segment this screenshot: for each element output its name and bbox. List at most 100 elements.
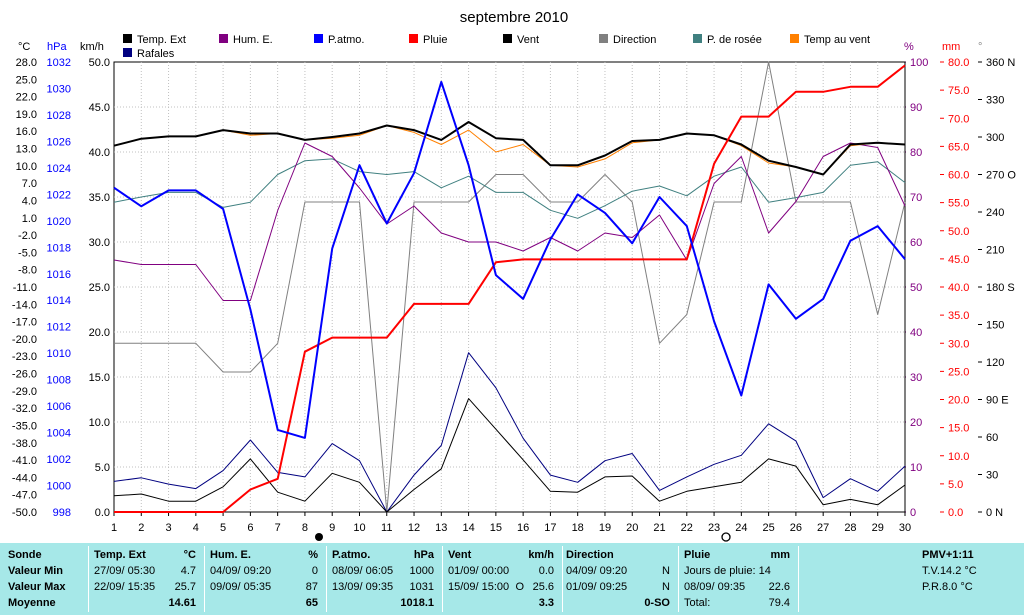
temp-tick-label: 10.0	[16, 161, 37, 173]
direction-tick-label: 360 N	[986, 57, 1015, 69]
legend-label: P.atmo.	[328, 34, 365, 46]
wind-tick-label: 15.0	[89, 372, 110, 384]
divider	[326, 546, 327, 612]
temp-tick-label: 13.0	[16, 144, 37, 156]
rain-tick-label: 60.0	[948, 170, 969, 182]
x-tick-label: 18	[572, 522, 584, 534]
rain-tick-label: 75.0	[948, 85, 969, 97]
x-tick-label: 20	[626, 522, 638, 534]
humidity-tick-label: 50	[910, 282, 922, 294]
x-tick-label: 29	[872, 522, 884, 534]
series-group	[113, 61, 906, 513]
direction-tick-label: 30	[986, 470, 998, 482]
wind-tick-label: 45.0	[89, 102, 110, 114]
temp-tick-label: -8.0	[18, 265, 37, 277]
rain-tick-label: 45.0	[948, 254, 969, 266]
row-label-min: Valeur Min	[8, 565, 64, 577]
pressure-tick-label: 1022	[47, 189, 71, 201]
divider	[88, 546, 89, 612]
pressure-tick-label: 1004	[47, 428, 71, 440]
temp-tick-label: -32.0	[12, 403, 37, 415]
wind-unit: km/h	[528, 549, 554, 561]
humidity-tick-label: 20	[910, 417, 922, 429]
rain-tick-label: 50.0	[948, 226, 969, 238]
press-max-date: 13/09/ 09:35	[332, 581, 394, 593]
direction-tick-label: 330	[986, 95, 1004, 107]
temp-tick-label: -47.0	[12, 490, 37, 502]
pressure-tick-label: 1002	[47, 454, 71, 466]
press-avg-value: 1018.1	[400, 597, 434, 609]
legend-label: Vent	[517, 34, 539, 46]
wind-tick-label: 25.0	[89, 282, 110, 294]
temp-min-value: 4.7	[180, 565, 196, 577]
x-tick-label: 7	[275, 522, 281, 534]
pressure-tick-label: 1012	[47, 322, 71, 334]
wind-tick-label: 50.0	[89, 57, 110, 69]
pmv-wind-temp: T.V.14.2 °C	[922, 565, 977, 577]
series-line-temp-au-vent	[113, 125, 906, 175]
temp-unit-label: °C	[18, 41, 30, 53]
temp-tick-label: -38.0	[12, 438, 37, 450]
series-line-direction	[114, 61, 906, 513]
stats-header-label: Sonde	[8, 549, 42, 561]
humidity-tick-label: 40	[910, 327, 922, 339]
rain-max-date: 08/09/ 09:35	[684, 581, 746, 593]
rain-tick-label: 20.0	[948, 395, 969, 407]
x-tick-label: 16	[517, 522, 529, 534]
pressure-tick-label: 1020	[47, 216, 71, 228]
rain-tick-label: 15.0	[948, 423, 969, 435]
pressure-tick-label: 1006	[47, 401, 71, 413]
series-line-rafales	[113, 352, 906, 513]
rain-tick-label: 25.0	[948, 366, 969, 378]
rain-total-label: Total:	[684, 597, 711, 609]
pmv-dewpoint: P.R.8.0 °C	[922, 581, 973, 593]
pressure-tick-label: 1008	[47, 375, 71, 387]
x-tick-label: 3	[165, 522, 171, 534]
x-tick-label: 27	[817, 522, 829, 534]
x-tick-label: 10	[353, 522, 365, 534]
wind-tick-label: 5.0	[95, 462, 110, 474]
temp-tick-label: 19.0	[16, 109, 37, 121]
humidity-tick-label: 10	[910, 462, 922, 474]
direction-tick-label: 240	[986, 207, 1004, 219]
x-tick-label: 4	[193, 522, 199, 534]
rain-total-value: 79.4	[768, 597, 790, 609]
direction-unit-label: °	[978, 41, 982, 53]
legend-label: Pluie	[423, 34, 447, 46]
x-tick-label: 23	[708, 522, 720, 534]
pressure-tick-label: 1032	[47, 57, 71, 69]
pressure-tick-label: 1026	[47, 136, 71, 148]
x-tick-label: 6	[247, 522, 253, 534]
pmv-header: PMV+1:11	[922, 549, 974, 561]
temp-tick-label: -17.0	[12, 317, 37, 329]
rain-header: Pluie	[684, 549, 711, 561]
direction-tick-label: 300	[986, 132, 1004, 144]
temp-max-value: 25.7	[174, 581, 196, 593]
humidity-tick-label: 70	[910, 192, 922, 204]
legend-label: Temp au vent	[804, 34, 870, 46]
stats-panel: Sonde Valeur Min Valeur Max Moyenne Temp…	[0, 543, 1024, 615]
humidity-tick-label: 100	[910, 57, 928, 69]
axis-units: °C hPa km/h% mm °	[18, 41, 982, 53]
stats-wind: Vent km/h 01/09/ 00:00 0.0 15/09/ 15:00 O 25…	[448, 543, 558, 615]
x-tick-label: 2	[138, 522, 144, 534]
humidity-tick-label: 90	[910, 102, 922, 114]
temp-tick-label: -29.0	[12, 386, 37, 398]
x-tick-label: 28	[844, 522, 856, 534]
wind-tick-label: 40.0	[89, 147, 110, 159]
legend-swatch	[693, 34, 702, 43]
x-tick-label: 24	[735, 522, 747, 534]
rain-tick-label: 65.0	[948, 141, 969, 153]
x-tick-label: 14	[462, 522, 474, 534]
rain-tick-label: 5.0	[948, 479, 963, 491]
stats-humidity: Hum. E.% 04/09/ 09:20 0 09/09/ 05:35 87 65	[210, 543, 322, 615]
legend-swatch	[123, 34, 132, 43]
new-moon-icon	[315, 533, 323, 541]
rain-unit-label: mm	[942, 41, 960, 53]
stats-temp: Temp. Ext °C 27/09/ 05:30 4.7 22/09/ 15:35…	[94, 543, 200, 615]
hum-header: Hum. E.	[210, 549, 251, 561]
humidity-tick-label: 30	[910, 372, 922, 384]
row-label-avg: Moyenne	[8, 597, 56, 609]
temp-tick-label: -2.0	[18, 230, 37, 242]
rain-tick-label: 70.0	[948, 113, 969, 125]
